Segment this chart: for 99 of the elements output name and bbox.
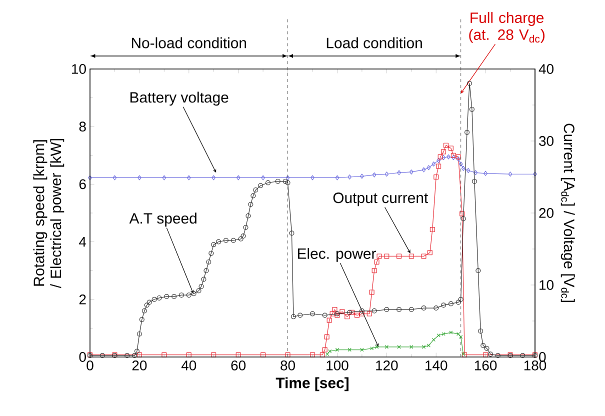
point — [212, 175, 216, 180]
y-tick-label: 0 — [79, 352, 86, 362]
point — [366, 311, 372, 316]
point — [430, 227, 435, 232]
point — [360, 348, 364, 352]
point — [340, 309, 345, 314]
x-tick-label: 40 — [181, 360, 196, 370]
point — [162, 352, 167, 358]
point — [456, 332, 460, 336]
point — [456, 154, 461, 160]
annotation: A.T speed — [129, 212, 196, 227]
x-tick-label: 160 — [474, 360, 497, 370]
point — [372, 268, 377, 274]
point — [326, 318, 332, 323]
x-axis-title: Time [sec] — [276, 377, 348, 392]
point — [484, 170, 488, 176]
point — [432, 338, 436, 342]
point — [354, 312, 360, 318]
point — [461, 166, 466, 171]
y2-tick-label: 40 — [538, 64, 554, 74]
y-tick-label: 4 — [79, 237, 86, 247]
y2-tick-label: 10 — [540, 280, 554, 290]
annotation: Full charge (at. 28 V$_{dc}$) — [469, 12, 544, 43]
point — [436, 158, 441, 163]
point — [137, 175, 142, 180]
point — [460, 211, 465, 216]
point — [335, 348, 340, 352]
point — [466, 168, 470, 174]
point — [384, 345, 389, 349]
point — [186, 175, 191, 180]
point — [432, 162, 436, 167]
point — [359, 311, 364, 316]
point — [474, 170, 478, 176]
x-tick-label: 60 — [231, 360, 246, 370]
point — [408, 254, 414, 259]
y-axis-title: Rotating speed [krpm] / Electrical power [kW] — [33, 138, 64, 288]
point — [330, 311, 335, 316]
point — [335, 175, 340, 180]
point — [441, 149, 446, 154]
point — [324, 334, 330, 340]
point — [442, 155, 446, 160]
point — [360, 174, 364, 179]
annotation: Battery voltage — [130, 92, 228, 106]
y2-tick-label: 20 — [539, 208, 554, 218]
text: Load condition — [326, 37, 422, 48]
point — [434, 174, 439, 180]
x-tick-label: 0 — [86, 360, 94, 370]
point — [444, 142, 449, 148]
point — [236, 175, 240, 180]
point — [332, 306, 338, 312]
point — [261, 175, 266, 180]
x-tick-label: 100 — [326, 360, 348, 370]
point — [322, 347, 328, 352]
x-tick-label: 120 — [376, 360, 398, 370]
x-tick-label: 20 — [132, 360, 147, 370]
point — [396, 254, 402, 259]
point — [421, 254, 426, 259]
point — [438, 154, 443, 160]
y-tick-label: 8 — [79, 122, 86, 132]
point — [409, 169, 414, 174]
point — [285, 352, 290, 358]
point — [350, 310, 355, 315]
point — [384, 172, 389, 177]
point — [310, 175, 314, 180]
point — [286, 175, 290, 180]
annotation: Elec. power — [298, 248, 376, 262]
point — [348, 174, 352, 180]
point — [448, 146, 454, 151]
point — [427, 250, 432, 256]
point — [508, 172, 512, 177]
y-tick-label: 6 — [79, 179, 86, 190]
y2-tick-label: 30 — [539, 136, 554, 146]
annotation: Output current — [333, 192, 428, 206]
point — [458, 162, 463, 167]
text: No-load condition — [132, 37, 246, 48]
point — [422, 167, 426, 172]
y-tick-label: 2 — [79, 294, 86, 304]
point — [369, 290, 374, 295]
x-tick-label: 80 — [280, 360, 295, 370]
x-tick-label: 180 — [524, 360, 546, 370]
point — [397, 345, 401, 349]
point — [384, 254, 390, 259]
point — [348, 348, 352, 352]
point — [446, 154, 450, 160]
point — [162, 175, 166, 180]
point — [426, 165, 431, 170]
point — [376, 254, 382, 259]
point — [344, 314, 350, 320]
point — [397, 170, 401, 176]
x-tick-label: 140 — [426, 360, 448, 370]
point — [236, 352, 241, 358]
point — [456, 156, 460, 162]
y-tick-label: 10 — [72, 64, 86, 74]
point — [451, 155, 456, 160]
point — [112, 175, 117, 180]
point — [436, 164, 442, 169]
point — [372, 172, 376, 178]
point — [450, 152, 456, 158]
y2-axis-title: Current [A$_{dc}$] / Voltage [V$_{dc}$] — [560, 124, 575, 302]
